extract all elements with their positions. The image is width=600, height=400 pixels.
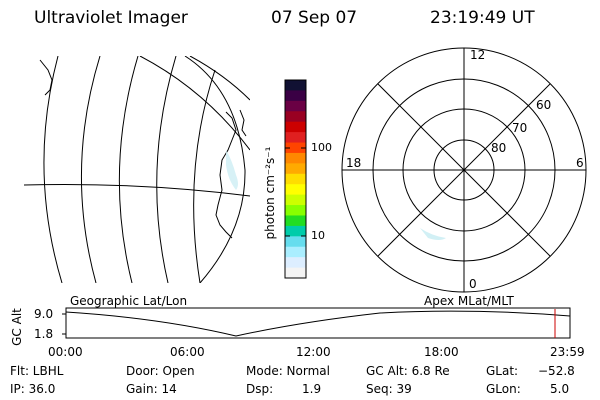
colorbar-segment bbox=[285, 205, 306, 216]
colorbar-segment bbox=[285, 173, 306, 185]
colorbar-segment bbox=[285, 246, 306, 258]
glon-value: 5.0 bbox=[550, 382, 570, 396]
colorbar-segment bbox=[285, 142, 306, 154]
colorbar-segment bbox=[285, 121, 306, 133]
gc-alt-info: GC Alt: 6.8 Re bbox=[366, 364, 450, 378]
lat-label-60: 60 bbox=[536, 98, 552, 112]
mlt-label-12: 12 bbox=[470, 48, 486, 62]
date-label: 07 Sep 07 bbox=[271, 8, 358, 28]
glon-label: GLon: bbox=[486, 382, 521, 396]
altitude-plot bbox=[62, 307, 571, 339]
dsp-label: Dsp: bbox=[246, 382, 274, 396]
colorbar bbox=[285, 80, 306, 279]
glat-value: −52.8 bbox=[538, 364, 575, 378]
lat-label-80: 80 bbox=[491, 141, 507, 155]
time-label: 23:19:49 UT bbox=[430, 8, 535, 28]
mode-info: Mode: Normal bbox=[246, 364, 330, 378]
colorbar-tick-100: 100 bbox=[311, 141, 332, 154]
colorbar-segment bbox=[285, 267, 306, 279]
colorbar-segment bbox=[285, 132, 306, 144]
time-tick-1800: 18:00 bbox=[424, 345, 459, 359]
colorbar-segment bbox=[285, 215, 306, 227]
colorbar-segment bbox=[285, 100, 306, 112]
colorbar-segment bbox=[285, 80, 306, 91]
instrument-title: Ultraviolet Imager bbox=[34, 8, 188, 28]
colorbar-tick-10: 10 bbox=[311, 229, 325, 242]
lat-label-70: 70 bbox=[512, 121, 528, 135]
door-info: Door: Open bbox=[126, 364, 195, 378]
colorbar-label: photon cm⁻²s⁻¹ bbox=[263, 146, 277, 240]
glat-label: GLat: bbox=[486, 364, 519, 378]
colorbar-segment bbox=[285, 90, 306, 102]
colorbar-segment bbox=[285, 194, 306, 206]
gain-info: Gain: 14 bbox=[126, 382, 177, 396]
time-tick-0000: 00:00 bbox=[48, 345, 83, 359]
time-tick-1200: 12:00 bbox=[296, 345, 331, 359]
polar-plot bbox=[341, 47, 587, 293]
colorbar-segment bbox=[285, 152, 306, 164]
colorbar-segment bbox=[285, 111, 306, 123]
time-tick-2359: 23:59 bbox=[550, 345, 585, 359]
altitude-ytick-bottom: 1.8 bbox=[34, 327, 54, 341]
altitude-ytick-top: 9.0 bbox=[34, 307, 54, 321]
dsp-value: 1.9 bbox=[302, 382, 322, 396]
colorbar-segment bbox=[285, 236, 306, 248]
mlt-label-18: 18 bbox=[346, 156, 362, 170]
colorbar-segment bbox=[285, 184, 306, 196]
colorbar-segment bbox=[285, 163, 306, 175]
colorbar-segment bbox=[285, 257, 306, 269]
time-tick-0600: 06:00 bbox=[170, 345, 205, 359]
ip-info: IP: 36.0 bbox=[10, 382, 56, 396]
mlt-label-0: 0 bbox=[469, 277, 477, 291]
geographic-map bbox=[24, 56, 250, 283]
seq-info: Seq: 39 bbox=[366, 382, 412, 396]
geographic-label: Geographic Lat/Lon bbox=[70, 294, 188, 308]
altitude-ylabel: GC Alt bbox=[10, 308, 24, 346]
apex-label: Apex MLat/MLT bbox=[424, 294, 514, 308]
filter-info: Flt: LBHL bbox=[10, 364, 64, 378]
mlt-label-6: 6 bbox=[576, 156, 584, 170]
colorbar-segment bbox=[285, 225, 306, 237]
